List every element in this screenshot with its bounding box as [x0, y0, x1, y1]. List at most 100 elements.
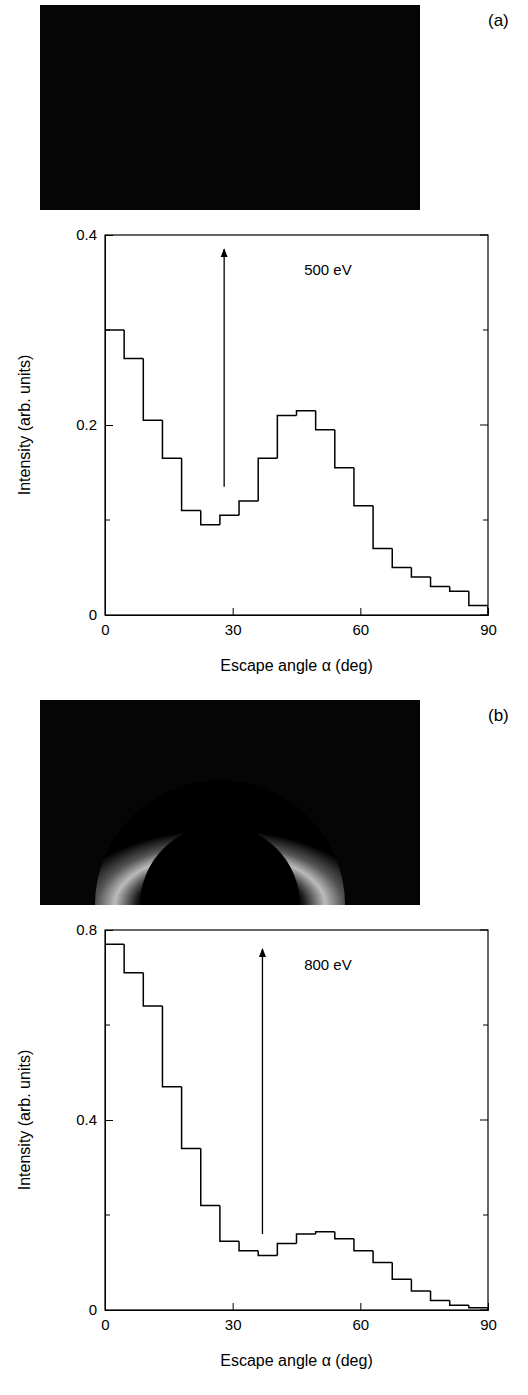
annotation: 500 eV: [304, 261, 352, 278]
panel-label: (a): [488, 11, 509, 30]
y-minor-tick: [483, 1215, 488, 1216]
y-tick: 0: [89, 606, 113, 623]
y-tick-mark: [105, 235, 113, 236]
y-minor-tick: [483, 330, 488, 331]
x-tick: 60: [352, 608, 369, 638]
y-tick-mark: [105, 1310, 113, 1311]
x-axis-title: Escape angle α (deg): [220, 657, 372, 674]
y-tick-mark: [105, 425, 113, 426]
x-tick-mark: [360, 1303, 361, 1310]
x-tick-label: 90: [480, 621, 497, 638]
photo-glow: [95, 780, 345, 905]
histogram-bin: [201, 1149, 220, 1206]
arrow: [224, 249, 225, 487]
y-axis-line: [106, 236, 114, 616]
x-tick-mark: [233, 608, 234, 615]
histogram-bin: [143, 359, 162, 421]
histogram-bin: [258, 1251, 277, 1256]
arrow: [262, 949, 263, 1234]
histogram-bin: [201, 511, 220, 525]
y-axis-title: Intensity (arb. units): [16, 355, 33, 496]
x-axis: 0 30 60 90: [101, 1303, 497, 1333]
histogram-bin: [124, 330, 143, 359]
histogram-bin: [258, 458, 277, 501]
histogram-bin: [431, 1291, 450, 1301]
histogram-bin: [220, 1206, 239, 1242]
x-axis-line: [106, 1303, 489, 1311]
histogram-bin: [335, 430, 354, 468]
y-tick-label: 0.4: [76, 1111, 97, 1128]
panel: (b) 0 30 60 900 0.4 0.8 800 eV Escape angle α (d…: [16, 700, 509, 1369]
y-tick-mark: [105, 615, 113, 616]
histogram-bin: [373, 506, 392, 549]
plot-frame: [105, 235, 488, 615]
histogram-bin: [297, 1234, 316, 1244]
y-axis: 0 0.2 0.4: [76, 226, 113, 623]
histogram-bin: [239, 1241, 258, 1251]
y-tick: 0.4: [76, 226, 113, 243]
histogram-bin: [316, 1232, 335, 1234]
panel: (a) 0 30 60 90 0 0.2 0.4 500 eV Escape angle α (d…: [16, 5, 509, 674]
histogram-bin: [392, 1263, 411, 1280]
histogram-bin: [354, 468, 373, 506]
histogram-bin: [162, 1006, 181, 1087]
x-axis-line: [106, 608, 489, 616]
y-tick-right: [480, 1120, 488, 1121]
x-tick-label: 30: [225, 1316, 242, 1333]
histogram-bin: [392, 549, 411, 568]
y-axis-line: [106, 931, 114, 1311]
y-tick-right: [480, 930, 488, 931]
histogram-bin: [124, 944, 143, 973]
histogram-bin: [162, 420, 181, 458]
y-tick-right: [480, 425, 488, 426]
histogram: [105, 330, 488, 615]
x-tick-mark: [488, 608, 489, 615]
x-tick: 30: [225, 608, 242, 638]
y-tick: 0.2: [76, 416, 113, 433]
x-tick-label: 60: [352, 1316, 369, 1333]
y-tick-right: [480, 615, 488, 616]
y-tick-label: 0.8: [76, 921, 97, 938]
histogram-bin: [411, 568, 430, 578]
histogram-bin: [297, 411, 316, 416]
histogram-bin: [105, 330, 124, 615]
x-tick-label: 0: [101, 621, 109, 638]
x-tick-label: 30: [225, 621, 242, 638]
y-axis-title: Intensity (arb. units): [16, 1050, 33, 1191]
y-tick-right: [480, 235, 488, 236]
y-minor-tick: [483, 520, 488, 521]
histogram-bin: [450, 1301, 469, 1306]
x-tick-mark: [488, 1303, 489, 1310]
x-tick: 60: [352, 1303, 369, 1333]
panel-label: (b): [488, 706, 509, 725]
histogram-bin: [469, 591, 488, 615]
x-tick-mark: [233, 1303, 234, 1310]
y-axis: 00.40.8: [76, 921, 113, 1318]
y-tick-label: 0: [89, 606, 97, 623]
annotation: 800 eV: [304, 956, 352, 973]
histogram-bin: [316, 411, 335, 430]
histogram-bin: [182, 1087, 201, 1149]
y-tick-label: 0.2: [76, 416, 97, 433]
histogram-bin: [143, 973, 162, 1006]
y-minor-tick: [483, 1025, 488, 1026]
x-tick-label: 0: [101, 1316, 109, 1333]
y-tick-mark: [105, 930, 113, 931]
y-tick-mark: [105, 1120, 113, 1121]
histogram-bin: [411, 1279, 430, 1291]
histogram-bin: [277, 416, 296, 459]
histogram-bin: [277, 1244, 296, 1256]
x-tick-label: 60: [352, 621, 369, 638]
histogram-bin: [354, 1239, 373, 1251]
histogram-bin: [220, 515, 239, 525]
photo: [40, 700, 420, 905]
histogram-bin: [373, 1251, 392, 1263]
x-axis-title: Escape angle α (deg): [220, 1352, 372, 1369]
x-tick: 30: [225, 1303, 242, 1333]
x-tick-mark: [360, 608, 361, 615]
histogram-bin: [182, 458, 201, 510]
plot-frame: [105, 930, 488, 1310]
x-tick-label: 90: [480, 1316, 497, 1333]
histogram-bin: [450, 587, 469, 592]
histogram-bin: [335, 1232, 354, 1239]
